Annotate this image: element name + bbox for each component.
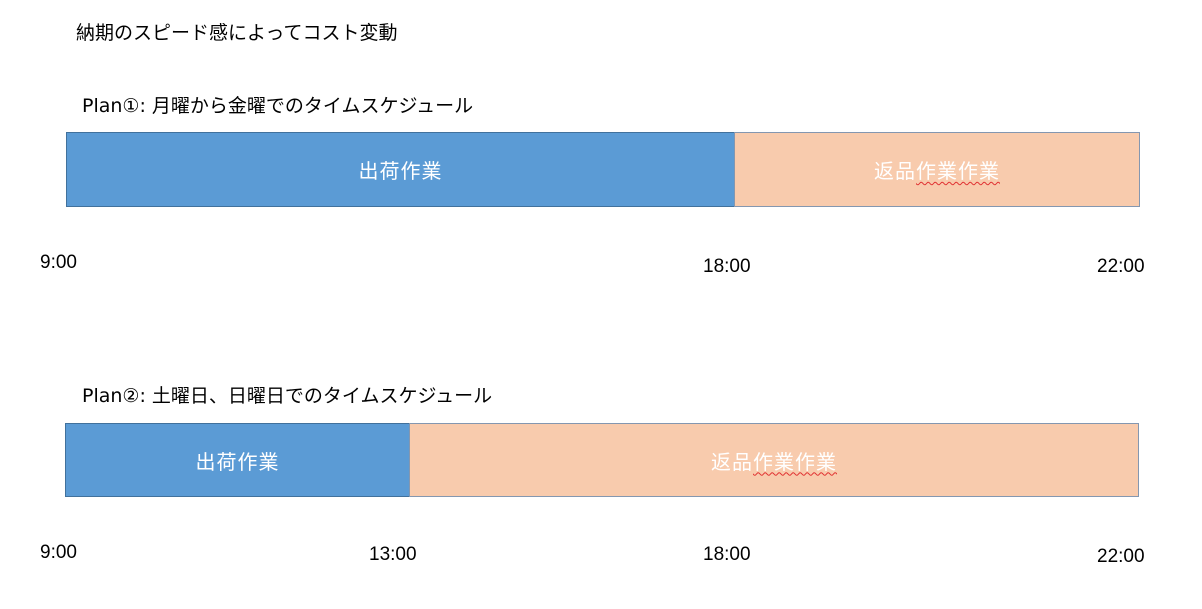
plan1-title: Plan①: 月曜から金曜でのタイムスケジュール xyxy=(82,95,474,117)
plan2-return-label-marked: 作業作業 xyxy=(753,449,837,474)
plan1-time-mid: 18:00 xyxy=(703,256,751,277)
plan2-shipping-bar: 出荷作業 xyxy=(65,423,410,497)
plan1-shipping-bar: 出荷作業 xyxy=(66,132,735,207)
plan1-shipping-label: 出荷作業 xyxy=(358,159,443,183)
plan2-shipping-label: 出荷作業 xyxy=(195,449,280,474)
plan1-return-label: 返品作業作業 xyxy=(874,155,1000,184)
plan1-return-label-main: 返品 xyxy=(874,159,916,183)
plan2-return-bar: 返品作業作業 xyxy=(409,423,1139,497)
plan1-return-label-marked: 作業作業 xyxy=(916,159,1000,183)
plan1-time-end: 22:00 xyxy=(1097,256,1145,277)
plan2-title: Plan②: 土曜日、日曜日でのタイムスケジュール xyxy=(82,385,493,407)
plan1-time-start: 9:00 xyxy=(40,252,77,273)
plan2-time-mid: 18:00 xyxy=(703,544,751,565)
plan1-return-bar: 返品作業作業 xyxy=(734,132,1140,207)
plan2-return-label-main: 返品 xyxy=(711,449,753,474)
plan2-time-start: 9:00 xyxy=(40,542,77,563)
plan2-time-end: 22:00 xyxy=(1097,546,1145,567)
plan2-time-split: 13:00 xyxy=(369,544,417,565)
page-title: 納期のスピード感によってコスト変動 xyxy=(76,22,398,44)
plan2-return-label: 返品作業作業 xyxy=(711,446,837,475)
